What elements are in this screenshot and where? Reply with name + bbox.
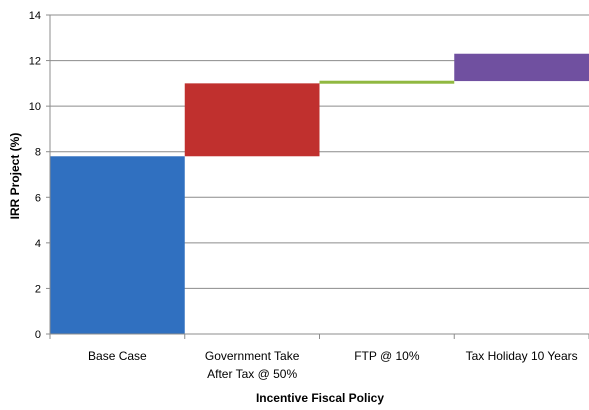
- bar-2: [184, 83, 320, 157]
- y-tick-label: 0: [35, 329, 41, 341]
- x-category-label: FTP @ 10%: [354, 349, 420, 363]
- y-tick-label: 6: [35, 192, 41, 204]
- y-tick-label: 2: [35, 283, 41, 295]
- x-category-label: Base Case: [88, 349, 147, 363]
- bars: [50, 53, 589, 334]
- x-category-label: Government Take: [205, 349, 300, 363]
- y-tick-label: 8: [35, 147, 41, 159]
- bar-4: [454, 53, 589, 82]
- y-tick-labels: 0 2 4 6 8 10 12 14: [29, 10, 41, 341]
- axes: [46, 14, 589, 339]
- x-category-labels: Base Case Government Take After Tax @ 50% F…: [88, 349, 578, 381]
- bar-1: [50, 156, 185, 334]
- y-axis-title: IRR Project (%): [8, 133, 22, 220]
- y-tick-label: 14: [29, 10, 41, 22]
- bar-3: [319, 80, 455, 84]
- y-tick-label: 12: [29, 56, 41, 68]
- y-tick-label: 10: [29, 101, 41, 113]
- x-category-label: After Tax @ 50%: [207, 367, 297, 381]
- x-category-label: Tax Holiday 10 Years: [466, 349, 578, 363]
- x-axis-title: Incentive Fiscal Policy: [256, 391, 384, 405]
- y-tick-label: 4: [35, 238, 41, 250]
